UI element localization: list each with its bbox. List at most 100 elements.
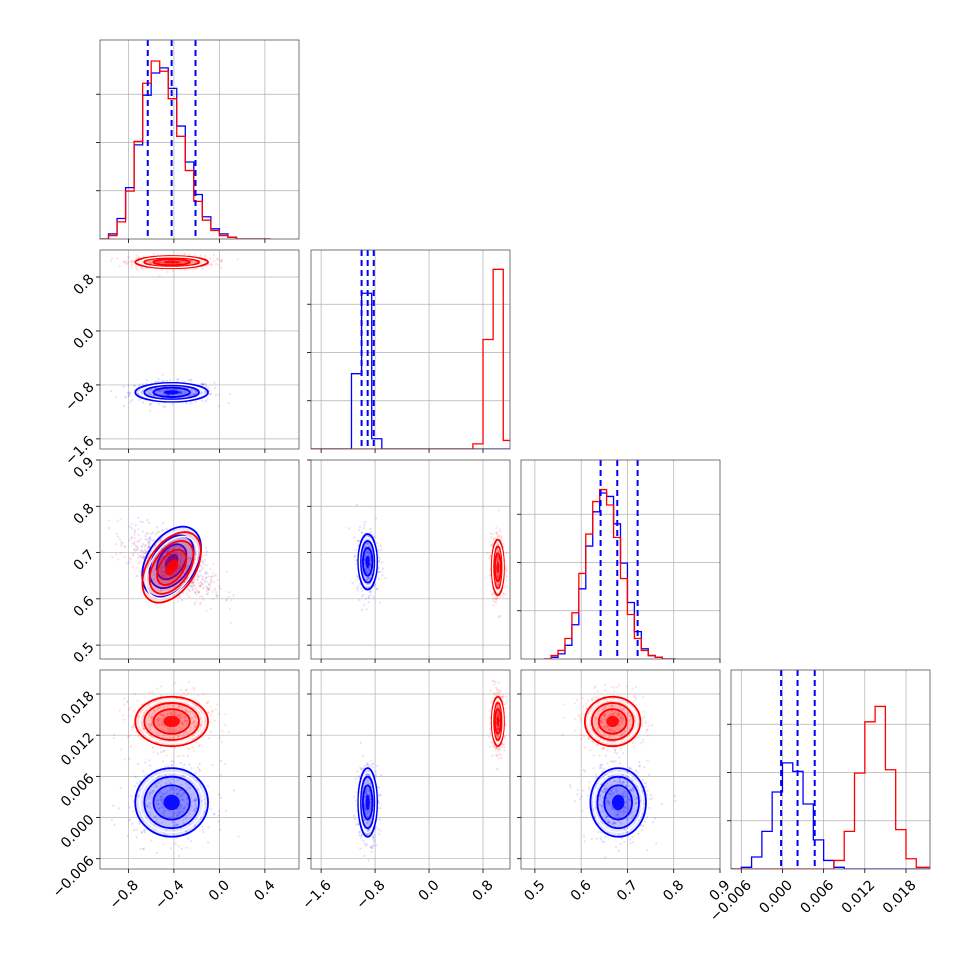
- scatter-point: [492, 592, 494, 594]
- scatter-point: [136, 540, 138, 542]
- scatter-point: [380, 774, 382, 776]
- scatter-point: [131, 266, 133, 268]
- panel-content: [353, 680, 508, 862]
- scatter-point: [376, 765, 378, 767]
- scatter-point: [130, 746, 132, 748]
- scatter-point: [212, 598, 214, 600]
- scatter-point: [137, 763, 139, 765]
- scatter-point: [129, 806, 131, 808]
- scatter-point: [192, 584, 194, 586]
- scatter-point: [233, 789, 235, 791]
- scatter-point: [186, 694, 188, 696]
- scatter-point: [489, 690, 491, 692]
- scatter-point: [379, 819, 381, 821]
- scatter-point: [166, 380, 168, 382]
- panel-p0-p0: [96, 40, 299, 243]
- scatter-point: [137, 562, 139, 564]
- scatter-point: [207, 576, 209, 578]
- scatter-point: [110, 260, 112, 262]
- scatter-point: [206, 564, 208, 566]
- scatter-point: [144, 829, 146, 831]
- x-tick-label-p0: 0.0: [206, 877, 233, 904]
- scatter-point: [161, 380, 163, 382]
- scatter-point: [208, 737, 210, 739]
- scatter-point: [353, 536, 355, 538]
- histogram-series-2-p2: [544, 490, 676, 659]
- scatter-point: [358, 831, 360, 833]
- scatter-point: [225, 599, 227, 601]
- scatter-point: [148, 692, 150, 694]
- scatter-point: [205, 400, 207, 402]
- scatter-point: [177, 755, 179, 757]
- scatter-point: [379, 601, 381, 603]
- scatter-point: [197, 575, 199, 577]
- scatter-point: [149, 542, 151, 544]
- scatter-point: [221, 730, 223, 732]
- scatter-point: [490, 533, 492, 535]
- scatter-point: [135, 267, 137, 269]
- scatter-point: [124, 397, 126, 399]
- scatter-point: [217, 579, 219, 581]
- scatter-point: [117, 536, 119, 538]
- scatter-point: [489, 732, 491, 734]
- scatter-point: [355, 778, 357, 780]
- histogram-series-1-p1: [311, 293, 510, 449]
- scatter-point: [119, 265, 121, 267]
- scatter-point: [188, 681, 190, 683]
- scatter-point: [381, 574, 383, 576]
- scatter-point: [495, 687, 497, 689]
- panel-content: [98, 253, 239, 412]
- scatter-point: [201, 826, 203, 828]
- scatter-point: [618, 850, 620, 852]
- scatter-point: [499, 595, 501, 597]
- scatter-point: [620, 843, 622, 845]
- scatter-point: [148, 522, 150, 524]
- scatter-point: [195, 587, 197, 589]
- scatter-point: [361, 590, 363, 592]
- scatter-point: [366, 608, 368, 610]
- scatter-point: [190, 767, 192, 769]
- scatter-point: [112, 805, 114, 807]
- scatter-point: [224, 724, 226, 726]
- y-tick-label-p1: 0.8: [71, 271, 98, 298]
- scatter-point: [359, 848, 361, 850]
- scatter-point: [120, 748, 122, 750]
- scatter-point: [108, 527, 110, 529]
- scatter-point: [367, 764, 369, 766]
- scatter-point: [197, 766, 199, 768]
- scatter-point: [629, 838, 631, 840]
- scatter-point: [136, 782, 138, 784]
- scatter-point: [488, 557, 490, 559]
- scatter-point: [504, 574, 506, 576]
- scatter-point: [128, 715, 130, 717]
- scatter-point: [152, 751, 154, 753]
- scatter-point: [193, 750, 195, 752]
- histogram-series-2-p1: [311, 269, 510, 449]
- scatter-point: [642, 779, 644, 781]
- scatter-point: [145, 533, 147, 535]
- scatter-point: [197, 582, 199, 584]
- scatter-point: [375, 844, 377, 846]
- scatter-point: [194, 772, 196, 774]
- scatter-point: [225, 570, 227, 572]
- scatter-point: [127, 392, 129, 394]
- density-fill-series-2: [496, 716, 499, 727]
- scatter-point: [647, 760, 649, 762]
- scatter-point: [213, 581, 215, 583]
- scatter-point: [217, 258, 219, 260]
- scatter-point: [138, 383, 140, 385]
- scatter-point: [136, 575, 138, 577]
- scatter-point: [378, 833, 380, 835]
- scatter-point: [140, 268, 142, 270]
- scatter-point: [136, 567, 138, 569]
- scatter-point: [151, 746, 153, 748]
- scatter-point: [182, 755, 184, 757]
- panel-content: [111, 681, 263, 857]
- scatter-point: [213, 260, 215, 262]
- scatter-point: [132, 710, 134, 712]
- scatter-point: [174, 682, 176, 684]
- scatter-point: [379, 829, 381, 831]
- scatter-point: [148, 759, 150, 761]
- scatter-point: [644, 821, 646, 823]
